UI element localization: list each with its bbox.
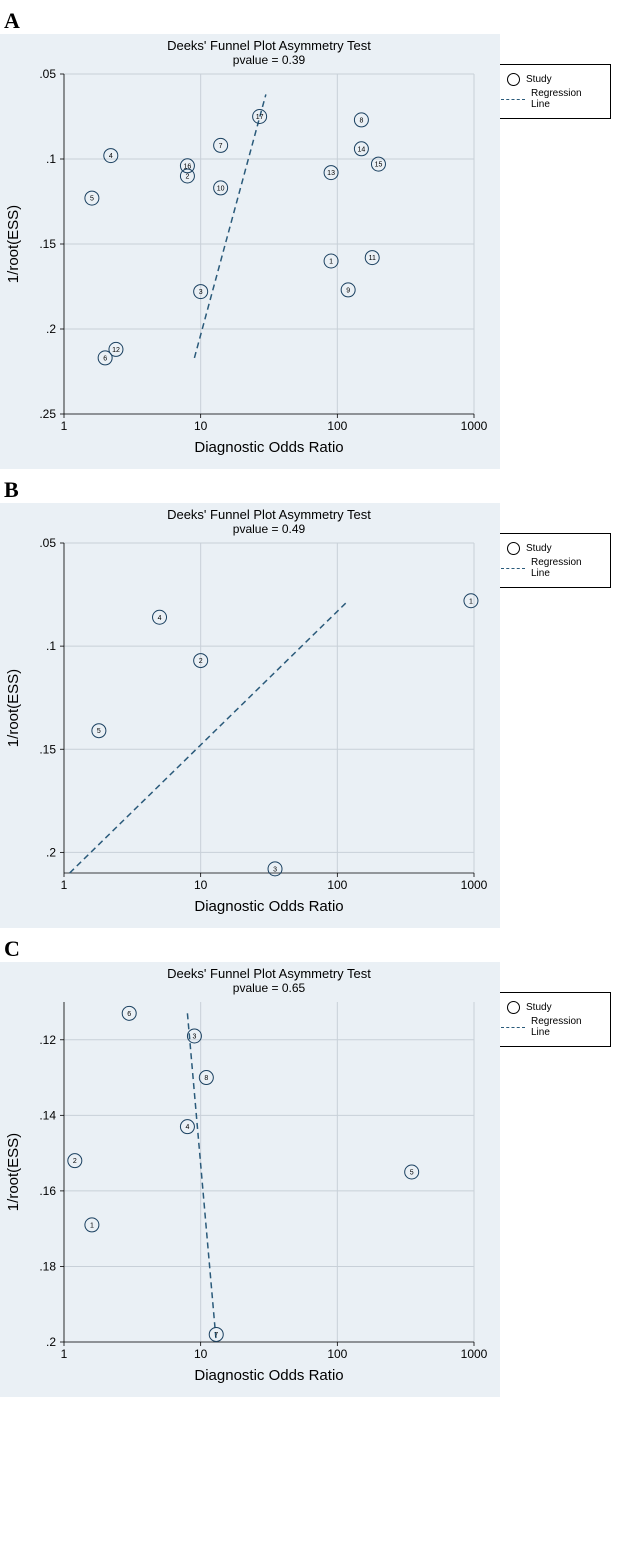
study-point-label: 5 — [97, 728, 101, 735]
study-point-label: 6 — [103, 355, 107, 362]
y-tick-label: .15 — [39, 237, 56, 251]
y-axis-label: 1/root(ESS) — [5, 205, 22, 283]
x-tick-label: 100 — [327, 1347, 347, 1361]
study-point-label: 1 — [469, 598, 473, 605]
y-tick-label: .2 — [46, 845, 56, 859]
y-tick-label: .25 — [39, 407, 56, 421]
y-axis-label: 1/root(ESS) — [5, 669, 22, 747]
x-tick-label: 100 — [327, 878, 347, 892]
x-tick-label: 10 — [194, 1347, 208, 1361]
study-point-label: 2 — [185, 174, 189, 181]
legend: Study RegressionLine — [498, 64, 611, 119]
pvalue-text: pvalue = 0.39 — [233, 53, 306, 67]
plot-title: Deeks' Funnel Plot Asymmetry Test — [167, 507, 371, 522]
legend-regline-label: RegressionLine — [531, 557, 582, 579]
study-point-label: 9 — [346, 287, 350, 294]
x-axis-label: Diagnostic Odds Ratio — [194, 439, 343, 456]
x-tick-label: 1 — [61, 1347, 68, 1361]
study-point-label: 15 — [375, 162, 383, 169]
study-point-label: 4 — [158, 615, 162, 622]
y-tick-label: .18 — [39, 1259, 56, 1273]
legend-study-label: Study — [526, 543, 552, 554]
panel-label: C — [0, 928, 630, 962]
study-point-label: 13 — [327, 170, 335, 177]
study-point-label: 4 — [109, 153, 113, 160]
dash-icon — [501, 99, 525, 100]
study-point-label: 2 — [199, 658, 203, 665]
pvalue-text: pvalue = 0.65 — [233, 981, 306, 995]
x-tick-label: 100 — [327, 419, 347, 433]
legend: Study RegressionLine — [498, 533, 611, 588]
panel-c: C 1 10 100 1000 .12 .14 .16 .18 .2 1 2 3 4 5 6 7 8 Deeks' … — [0, 928, 630, 1397]
circle-icon — [507, 73, 520, 86]
panel-label: B — [0, 469, 630, 503]
study-point-label: 16 — [184, 163, 192, 170]
x-tick-label: 1000 — [461, 1347, 488, 1361]
y-tick-label: .2 — [46, 1335, 56, 1349]
study-point-label: 17 — [256, 114, 264, 121]
panel-label: A — [0, 0, 630, 34]
y-tick-label: .16 — [39, 1184, 56, 1198]
study-point-label: 8 — [359, 117, 363, 124]
legend-regline-label: RegressionLine — [531, 88, 582, 110]
plot-title: Deeks' Funnel Plot Asymmetry Test — [167, 966, 371, 981]
y-tick-label: .12 — [39, 1033, 56, 1047]
x-tick-label: 1 — [61, 419, 68, 433]
legend-study-label: Study — [526, 74, 552, 85]
y-tick-label: .05 — [39, 536, 56, 550]
study-point-label: 7 — [219, 143, 223, 150]
circle-icon — [507, 1001, 520, 1014]
study-point-label: 8 — [204, 1075, 208, 1082]
x-tick-label: 10 — [194, 419, 208, 433]
dash-icon — [501, 568, 525, 569]
study-point-label: 12 — [112, 347, 120, 354]
study-point-label: 3 — [273, 866, 277, 873]
pvalue-text: pvalue = 0.49 — [233, 522, 306, 536]
study-point-label: 3 — [192, 1034, 196, 1041]
y-tick-label: .1 — [46, 152, 56, 166]
study-point-label: 4 — [185, 1124, 189, 1131]
x-axis-label: Diagnostic Odds Ratio — [194, 898, 343, 915]
plot-title: Deeks' Funnel Plot Asymmetry Test — [167, 38, 371, 53]
study-point-label: 7 — [214, 1332, 218, 1339]
funnel-plot: 1101001000.05.1.15.2.2512345678910111213… — [0, 34, 500, 464]
study-point-label: 11 — [369, 255, 376, 262]
x-tick-label: 1000 — [461, 878, 488, 892]
dash-icon — [501, 1027, 525, 1028]
study-point-label: 10 — [217, 185, 225, 192]
y-tick-label: .2 — [46, 322, 56, 336]
study-point-label: 5 — [90, 196, 94, 203]
y-tick-label: .1 — [46, 639, 56, 653]
y-tick-label: .15 — [39, 742, 56, 756]
y-tick-label: .14 — [39, 1108, 56, 1122]
study-point-label: 5 — [410, 1170, 414, 1177]
x-tick-label: 10 — [194, 878, 208, 892]
study-point-label: 1 — [90, 1222, 94, 1229]
legend: Study RegressionLine — [498, 992, 611, 1047]
legend-study-label: Study — [526, 1002, 552, 1013]
study-point-label: 2 — [73, 1158, 77, 1165]
circle-icon — [507, 542, 520, 555]
study-point-label: 1 — [329, 259, 333, 266]
study-point-label: 3 — [199, 289, 203, 296]
panel-a: A1101001000.05.1.15.2.251234567891011121… — [0, 0, 630, 469]
panel-b: B 1 10 100 1000 .05 .1 .15 .2 1 2 3 4 5 Deeks' Funnel … — [0, 469, 630, 928]
x-axis-label: Diagnostic Odds Ratio — [194, 1367, 343, 1384]
x-tick-label: 1 — [61, 878, 68, 892]
study-point-label: 14 — [358, 146, 366, 153]
funnel-plot: 1 10 100 1000 .05 .1 .15 .2 1 2 3 4 5 Deeks' Funnel P… — [0, 503, 500, 923]
funnel-plot: 1 10 100 1000 .12 .14 .16 .18 .2 1 2 3 4 5 6 7 8 Deeks' F… — [0, 962, 500, 1392]
y-tick-label: .05 — [39, 67, 56, 81]
legend-regline-label: RegressionLine — [531, 1016, 582, 1038]
study-point-label: 6 — [127, 1011, 131, 1018]
x-tick-label: 1000 — [461, 419, 488, 433]
y-axis-label: 1/root(ESS) — [5, 1133, 22, 1211]
